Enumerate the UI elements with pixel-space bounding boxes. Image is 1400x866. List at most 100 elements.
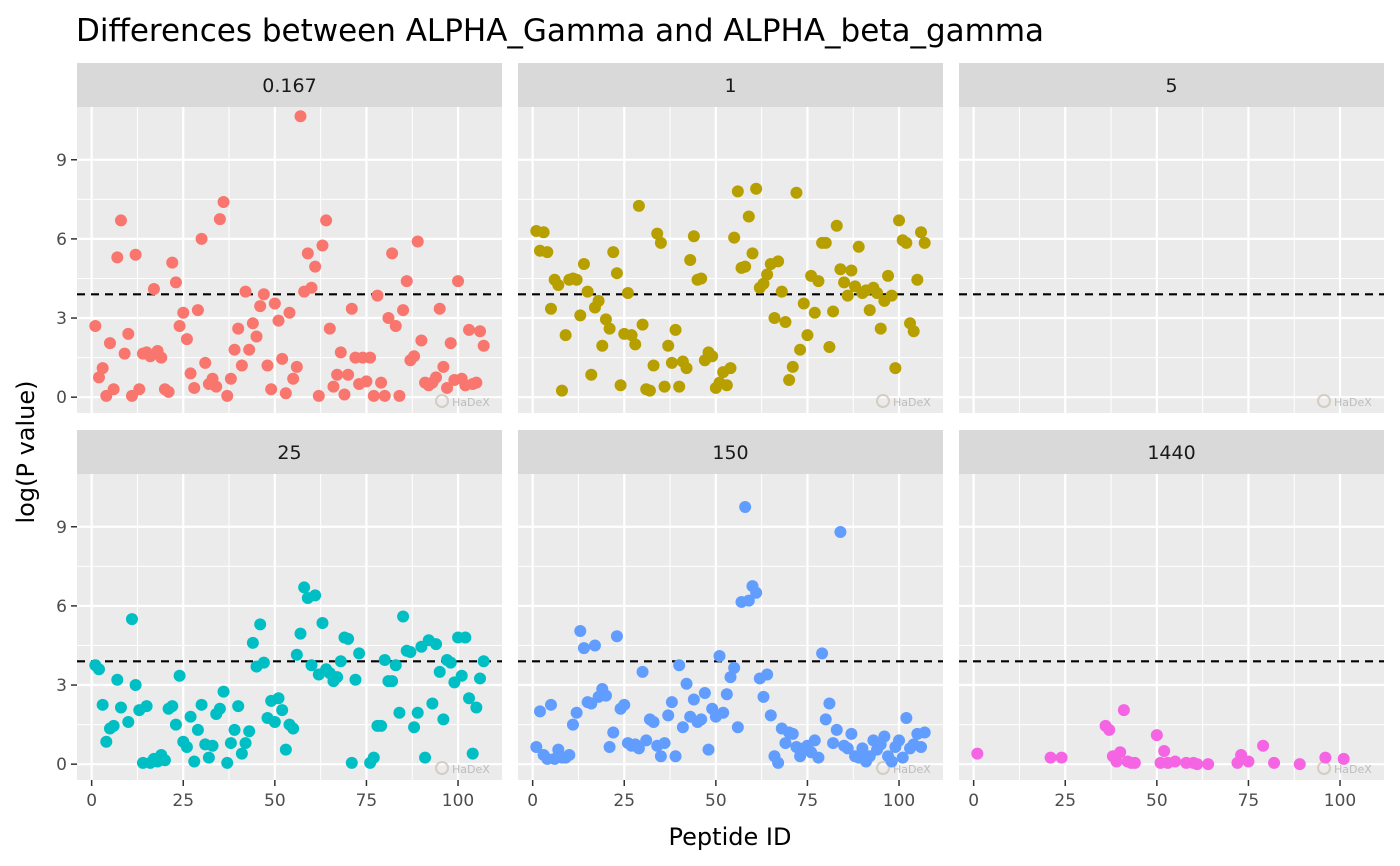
hadex-logo-icon <box>1317 394 1331 408</box>
data-point <box>393 706 406 719</box>
data-point <box>375 376 388 389</box>
data-point <box>827 305 840 318</box>
data-point <box>393 389 406 402</box>
data-point <box>632 742 645 755</box>
data-point <box>918 236 931 249</box>
data-point <box>459 631 472 644</box>
data-point <box>243 725 256 738</box>
facet-strip <box>959 63 1384 107</box>
x-tick-label: 100 <box>1324 791 1356 811</box>
data-point <box>276 352 289 365</box>
panel-background <box>77 107 502 413</box>
data-point <box>533 705 546 718</box>
x-tick-label: 25 <box>613 791 635 811</box>
data-point <box>345 302 358 315</box>
x-tick-label: 25 <box>1054 791 1076 811</box>
data-point <box>184 710 197 723</box>
data-point <box>856 742 869 755</box>
data-point <box>1055 751 1068 764</box>
data-point <box>342 632 355 645</box>
watermark-text: HaDeX <box>1334 396 1372 409</box>
data-point <box>772 756 785 769</box>
data-point <box>158 754 171 767</box>
watermark-text: HaDeX <box>452 763 490 776</box>
facet-strip <box>518 430 943 474</box>
data-point <box>544 698 557 711</box>
data-point <box>852 240 865 253</box>
x-tick-label: 0 <box>968 791 979 811</box>
data-point <box>210 380 223 393</box>
data-point <box>254 618 267 631</box>
data-point <box>287 372 300 385</box>
data-point <box>838 276 851 289</box>
data-point <box>676 721 689 734</box>
data-point <box>188 381 201 394</box>
data-point <box>1319 751 1332 764</box>
data-point <box>433 665 446 678</box>
data-point <box>463 323 476 336</box>
x-tick-label: 0 <box>527 791 538 811</box>
data-point <box>907 325 920 338</box>
data-point <box>918 726 931 739</box>
facet-panel: 1 HaDeX <box>518 63 943 413</box>
data-point <box>750 586 763 599</box>
facet-strip-label: 5 <box>1165 75 1177 97</box>
data-point <box>250 330 263 343</box>
data-point <box>1242 755 1255 768</box>
data-point <box>592 294 605 307</box>
data-point <box>647 359 660 372</box>
data-point <box>574 309 587 322</box>
data-point <box>217 685 230 698</box>
data-point <box>786 360 799 373</box>
data-point <box>411 706 424 719</box>
data-point <box>129 248 142 261</box>
facet-strip <box>959 430 1384 474</box>
data-point <box>874 322 887 335</box>
data-point <box>180 741 193 754</box>
data-point <box>845 727 858 740</box>
data-point <box>1202 758 1215 771</box>
data-point <box>797 297 810 310</box>
data-point <box>129 679 142 692</box>
data-point <box>474 325 487 338</box>
data-point <box>1293 758 1306 771</box>
data-point <box>114 214 127 227</box>
data-point <box>695 713 708 726</box>
data-point <box>232 322 245 335</box>
data-point <box>404 646 417 659</box>
data-point <box>257 288 270 301</box>
data-point <box>408 350 421 363</box>
data-point <box>739 500 752 513</box>
data-point <box>680 677 693 690</box>
data-point <box>687 230 700 243</box>
data-point <box>871 286 884 299</box>
data-point <box>367 389 380 402</box>
data-point <box>426 697 439 710</box>
facet-strip-label: 0.167 <box>262 75 316 97</box>
data-point <box>654 750 667 763</box>
watermark-text: HaDeX <box>893 763 931 776</box>
data-point <box>191 723 204 736</box>
data-point <box>772 255 785 268</box>
data-point <box>169 718 182 731</box>
data-point <box>823 697 836 710</box>
data-point <box>768 312 781 325</box>
data-point <box>246 317 259 330</box>
data-point <box>345 756 358 769</box>
data-point <box>455 669 468 682</box>
data-point <box>812 751 825 764</box>
data-point <box>213 213 226 226</box>
data-point <box>477 655 490 668</box>
data-point <box>885 755 898 768</box>
hadex-logo-icon <box>876 394 890 408</box>
data-point <box>122 327 135 340</box>
data-point <box>896 751 909 764</box>
data-point <box>224 372 237 385</box>
data-point <box>746 247 759 260</box>
data-point <box>794 343 807 356</box>
data-point <box>378 653 391 666</box>
data-point <box>92 371 105 384</box>
data-point <box>287 722 300 735</box>
data-point <box>786 727 799 740</box>
